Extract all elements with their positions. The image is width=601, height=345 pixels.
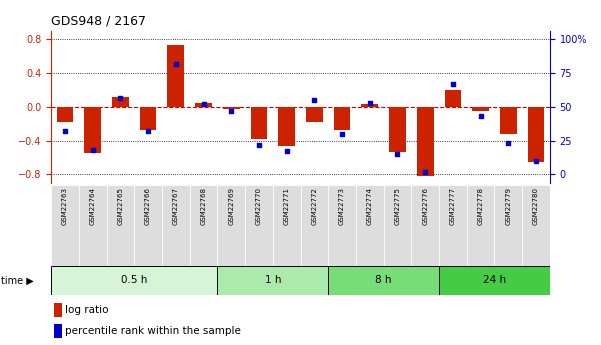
Bar bbox=[223, 107, 240, 109]
Text: GSM22766: GSM22766 bbox=[145, 187, 151, 225]
Point bbox=[143, 128, 153, 134]
Text: GSM22776: GSM22776 bbox=[423, 187, 428, 225]
Point bbox=[531, 158, 541, 164]
Bar bbox=[411, 185, 439, 266]
Text: GSM22778: GSM22778 bbox=[478, 187, 484, 225]
Bar bbox=[84, 107, 101, 153]
Bar bbox=[439, 266, 550, 295]
Text: 8 h: 8 h bbox=[376, 275, 392, 285]
Text: 1 h: 1 h bbox=[264, 275, 281, 285]
Point bbox=[448, 81, 458, 87]
Text: percentile rank within the sample: percentile rank within the sample bbox=[64, 326, 240, 336]
Point bbox=[254, 142, 264, 148]
Bar bbox=[356, 185, 383, 266]
Point bbox=[365, 100, 374, 106]
Point bbox=[227, 108, 236, 114]
Bar bbox=[300, 185, 328, 266]
Text: GSM22779: GSM22779 bbox=[505, 187, 511, 225]
Point bbox=[337, 131, 347, 137]
Point bbox=[392, 151, 402, 157]
Point bbox=[171, 61, 181, 67]
Text: GSM22773: GSM22773 bbox=[339, 187, 345, 225]
Text: GSM22780: GSM22780 bbox=[533, 187, 539, 225]
Bar bbox=[334, 107, 350, 130]
Point bbox=[88, 147, 97, 153]
Bar bbox=[79, 185, 106, 266]
Bar bbox=[245, 185, 273, 266]
Bar bbox=[328, 266, 439, 295]
Bar bbox=[106, 185, 134, 266]
Text: GSM22763: GSM22763 bbox=[62, 187, 68, 225]
Bar bbox=[218, 266, 328, 295]
Bar bbox=[467, 185, 495, 266]
Text: GSM22777: GSM22777 bbox=[450, 187, 456, 225]
Bar bbox=[445, 90, 461, 107]
Bar bbox=[361, 105, 378, 107]
Point bbox=[476, 114, 486, 119]
Bar bbox=[500, 107, 517, 134]
Text: time ▶: time ▶ bbox=[1, 275, 34, 285]
Bar bbox=[328, 185, 356, 266]
Bar bbox=[528, 107, 545, 162]
Bar bbox=[417, 107, 433, 176]
Text: 0.5 h: 0.5 h bbox=[121, 275, 147, 285]
Bar bbox=[522, 185, 550, 266]
Bar bbox=[273, 185, 300, 266]
Bar bbox=[54, 324, 61, 338]
Bar bbox=[140, 107, 156, 130]
Bar bbox=[190, 185, 218, 266]
Text: GSM22768: GSM22768 bbox=[201, 187, 207, 225]
Text: GSM22767: GSM22767 bbox=[173, 187, 178, 225]
Point bbox=[421, 169, 430, 175]
Point bbox=[282, 149, 291, 154]
Bar bbox=[168, 46, 184, 107]
Bar bbox=[134, 185, 162, 266]
Text: log ratio: log ratio bbox=[64, 305, 108, 315]
Point bbox=[60, 128, 70, 134]
Bar bbox=[56, 107, 73, 122]
Bar bbox=[306, 107, 323, 122]
Text: GSM22774: GSM22774 bbox=[367, 187, 373, 225]
Point bbox=[115, 95, 125, 100]
Bar bbox=[251, 107, 267, 139]
Text: GSM22770: GSM22770 bbox=[256, 187, 262, 225]
Bar bbox=[51, 266, 218, 295]
Bar bbox=[439, 185, 467, 266]
Bar bbox=[195, 103, 212, 107]
Point bbox=[310, 97, 319, 103]
Text: GSM22769: GSM22769 bbox=[228, 187, 234, 225]
Bar bbox=[495, 185, 522, 266]
Text: GSM22765: GSM22765 bbox=[117, 187, 123, 225]
Text: 24 h: 24 h bbox=[483, 275, 506, 285]
Bar bbox=[278, 107, 295, 146]
Bar bbox=[51, 185, 79, 266]
Bar bbox=[472, 107, 489, 111]
Bar bbox=[162, 185, 190, 266]
Text: GSM22771: GSM22771 bbox=[284, 187, 290, 225]
Bar bbox=[383, 185, 411, 266]
Text: GDS948 / 2167: GDS948 / 2167 bbox=[51, 14, 146, 28]
Text: GSM22772: GSM22772 bbox=[311, 187, 317, 225]
Bar bbox=[112, 97, 129, 107]
Bar bbox=[218, 185, 245, 266]
Point bbox=[199, 101, 209, 107]
Text: GSM22775: GSM22775 bbox=[394, 187, 400, 225]
Text: GSM22764: GSM22764 bbox=[90, 187, 96, 225]
Bar bbox=[54, 303, 61, 317]
Point bbox=[504, 141, 513, 146]
Bar bbox=[389, 107, 406, 152]
